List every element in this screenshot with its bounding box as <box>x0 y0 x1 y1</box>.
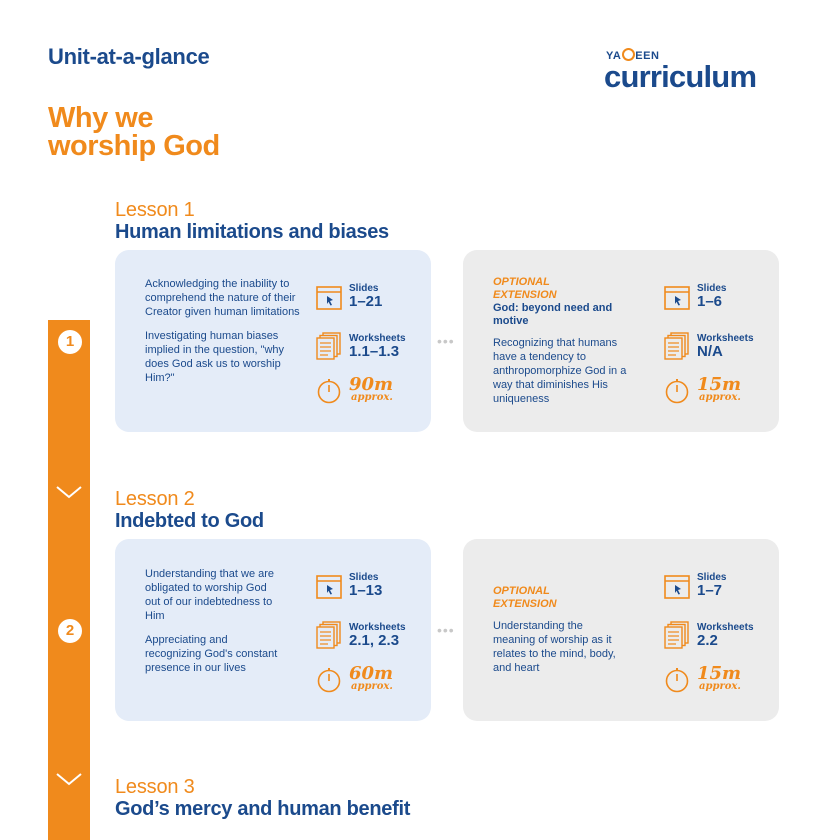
connector-dots: ••• <box>437 622 455 638</box>
clock-icon <box>316 378 342 404</box>
objective: Investigating human biases implied in th… <box>145 330 285 384</box>
lesson-2-card: Understanding that we are obligated to w… <box>115 539 431 721</box>
lesson-1-objectives: Acknowledging the inability to comprehen… <box>145 277 305 395</box>
optional-extension-tag-line2: EXTENSION <box>493 289 557 301</box>
worksheets-icon <box>316 621 342 649</box>
lesson-timeline <box>48 320 90 840</box>
duration-note: approx. <box>699 681 741 692</box>
duration: 15m <box>697 663 742 684</box>
yaqeen-curriculum-logo: YA EEN curriculum <box>604 48 757 94</box>
chevron-down-icon <box>54 484 84 500</box>
lesson-2-label: Lesson 2 <box>115 488 195 510</box>
objective: Appreciating and recognizing God's const… <box>145 634 278 674</box>
duration-note: approx. <box>351 681 393 692</box>
slides-icon <box>316 575 342 599</box>
worksheets-range: 1.1–1.3 <box>349 343 400 360</box>
logo-wordmark-main: curriculum <box>604 59 757 94</box>
slides-icon <box>316 286 342 310</box>
duration-note: approx. <box>699 392 741 403</box>
unit-title: Why we worship God <box>48 102 220 162</box>
slides-label: Slides <box>349 572 379 583</box>
logo-wordmark-top: YA EEN <box>606 48 660 62</box>
lesson-1-extension-card: OPTIONAL EXTENSION God: beyond need and … <box>463 250 779 432</box>
worksheets-icon <box>664 621 690 649</box>
slides-label: Slides <box>697 283 727 294</box>
slides-icon <box>664 575 690 599</box>
extension-description: Recognizing that humans have a tendency … <box>493 337 627 405</box>
logo-q-icon <box>621 48 635 61</box>
clock-icon <box>316 667 342 693</box>
lesson-2-objectives: Understanding that we are obligated to w… <box>145 567 285 685</box>
lesson-1-number-badge: 1 <box>56 328 84 356</box>
page-header-title: Unit-at-a-glance <box>48 44 210 69</box>
extension-title: God: beyond need and motive <box>493 302 613 327</box>
worksheets-range: 2.1, 2.3 <box>349 632 400 649</box>
unit-title-line1: Why we <box>48 102 153 134</box>
slides-range: 1–21 <box>349 293 383 310</box>
clock-icon <box>664 378 690 404</box>
lesson-2-extension-card: OPTIONAL EXTENSION Understanding the mea… <box>463 539 779 721</box>
optional-extension-tag-line1: OPTIONAL <box>493 276 550 288</box>
worksheets-range: 2.2 <box>697 632 718 649</box>
lesson-1-title: Human limitations and biases <box>115 221 389 243</box>
lesson-3-label: Lesson 3 <box>115 776 195 798</box>
extension-header: OPTIONAL EXTENSION <box>493 585 643 611</box>
slides-label: Slides <box>697 572 727 583</box>
duration: 60m <box>349 663 394 684</box>
objective: Acknowledging the inability to comprehen… <box>145 278 300 318</box>
slides-label: Slides <box>349 283 379 294</box>
lesson-3-title: God’s mercy and human benefit <box>115 798 411 820</box>
worksheets-label: Worksheets <box>349 622 406 633</box>
lesson-2-number-badge: 2 <box>56 617 84 645</box>
lesson-1-label: Lesson 1 <box>115 199 195 221</box>
optional-extension-tag-line1: OPTIONAL <box>493 585 550 597</box>
objective: Understanding that we are obligated to w… <box>145 568 275 622</box>
connector-dots: ••• <box>437 333 455 349</box>
lesson-2-title: Indebted to God <box>115 510 264 532</box>
worksheets-label: Worksheets <box>349 333 406 344</box>
worksheets-label: Worksheets <box>697 622 754 633</box>
slides-icon <box>664 286 690 310</box>
worksheets-icon <box>664 332 690 360</box>
extension-description: Understanding the meaning of worship as … <box>493 620 616 674</box>
worksheets-label: Worksheets <box>697 333 754 344</box>
optional-extension-tag-line2: EXTENSION <box>493 598 557 610</box>
slides-range: 1–7 <box>697 582 723 599</box>
worksheets-icon <box>316 332 342 360</box>
chevron-down-icon <box>54 771 84 787</box>
slides-range: 1–13 <box>349 582 383 599</box>
worksheets-range: N/A <box>697 343 723 360</box>
clock-icon <box>664 667 690 693</box>
duration-note: approx. <box>351 392 393 403</box>
unit-title-line2: worship God <box>48 130 220 162</box>
extension-header: OPTIONAL EXTENSION God: beyond need and … <box>493 276 643 328</box>
slides-range: 1–6 <box>697 293 723 310</box>
duration: 90m <box>349 374 394 395</box>
lesson-1-card: Acknowledging the inability to comprehen… <box>115 250 431 432</box>
duration: 15m <box>697 374 742 395</box>
